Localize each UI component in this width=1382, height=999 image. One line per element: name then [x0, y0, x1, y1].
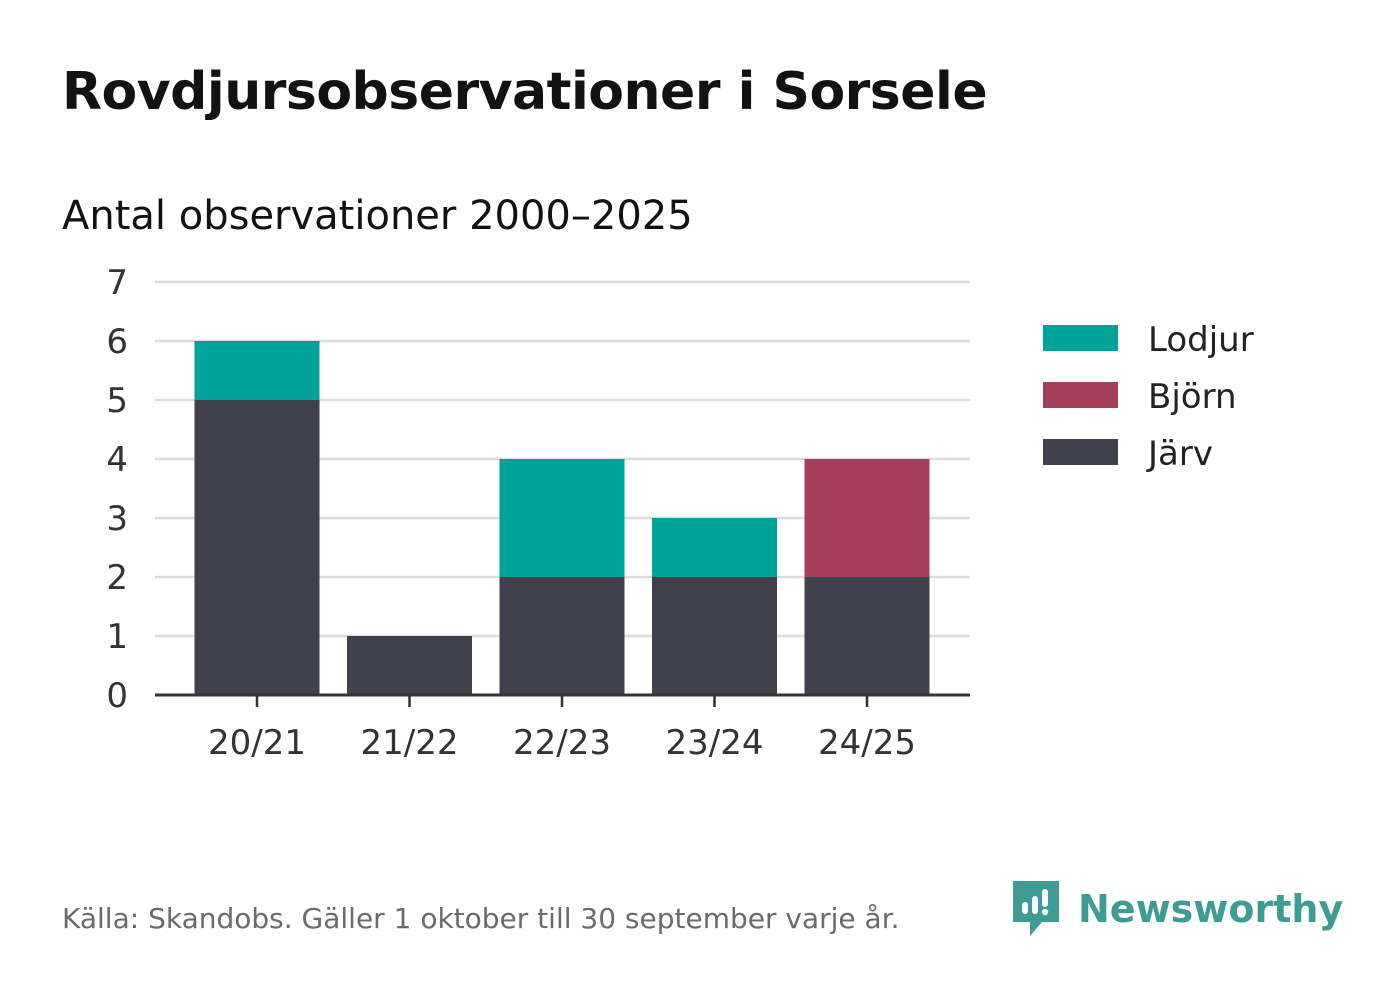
bars [194, 341, 930, 695]
y-tick-label: 4 [106, 440, 128, 480]
legend-label-bjrn: Björn [1148, 377, 1237, 417]
legend-swatch-jrv [1043, 439, 1118, 465]
bar-jrv-24-25 [804, 577, 930, 695]
bar-jrv-23-24 [652, 577, 777, 695]
axes: 0 1 2 3 4 5 6 7 20/21 21/22 22/23 23/24 24/25 [106, 263, 970, 763]
bar-lodjur-22-23 [499, 459, 625, 577]
bar-lodjur-23-24 [652, 518, 777, 577]
legend-swatch-bjrn [1043, 382, 1118, 408]
y-tick-label: 3 [106, 499, 128, 539]
x-tick-label: 21/22 [361, 723, 459, 763]
bar-lodjur-20-21 [194, 341, 320, 400]
x-tick-label: 23/24 [666, 723, 764, 763]
chart-subtitle: Antal observationer 2000–2025 [62, 193, 693, 239]
brand-logo: Newsworthy [1010, 878, 1343, 940]
brand-name: Newsworthy [1078, 887, 1344, 931]
legend-swatch-lodjur [1043, 325, 1118, 351]
newsworthy-logo-icon [1013, 881, 1059, 936]
y-tick-label: 0 [106, 676, 128, 716]
source-note: Källa: Skandobs. Gäller 1 oktober till 3… [62, 902, 900, 935]
y-tick-label: 5 [106, 381, 128, 421]
legend-label-jrv: Järv [1146, 434, 1213, 474]
chart-title: Rovdjursobservationer i Sorsele [62, 62, 988, 122]
y-tick-label: 6 [106, 322, 128, 362]
bar-jrv-21-22 [347, 636, 472, 695]
legend: Lodjur Björn Järv [1043, 320, 1254, 474]
y-tick-label: 2 [106, 558, 128, 598]
x-tick-label: 22/23 [513, 723, 611, 763]
y-tick-label: 1 [106, 617, 128, 657]
legend-label-lodjur: Lodjur [1148, 320, 1254, 360]
bar-bjrn-24-25 [804, 459, 930, 577]
y-tick-label: 7 [106, 263, 128, 303]
bar-jrv-20-21 [194, 400, 320, 695]
x-tick-label: 24/25 [818, 723, 916, 763]
x-tick-label: 20/21 [208, 723, 306, 763]
bar-jrv-22-23 [499, 577, 625, 695]
